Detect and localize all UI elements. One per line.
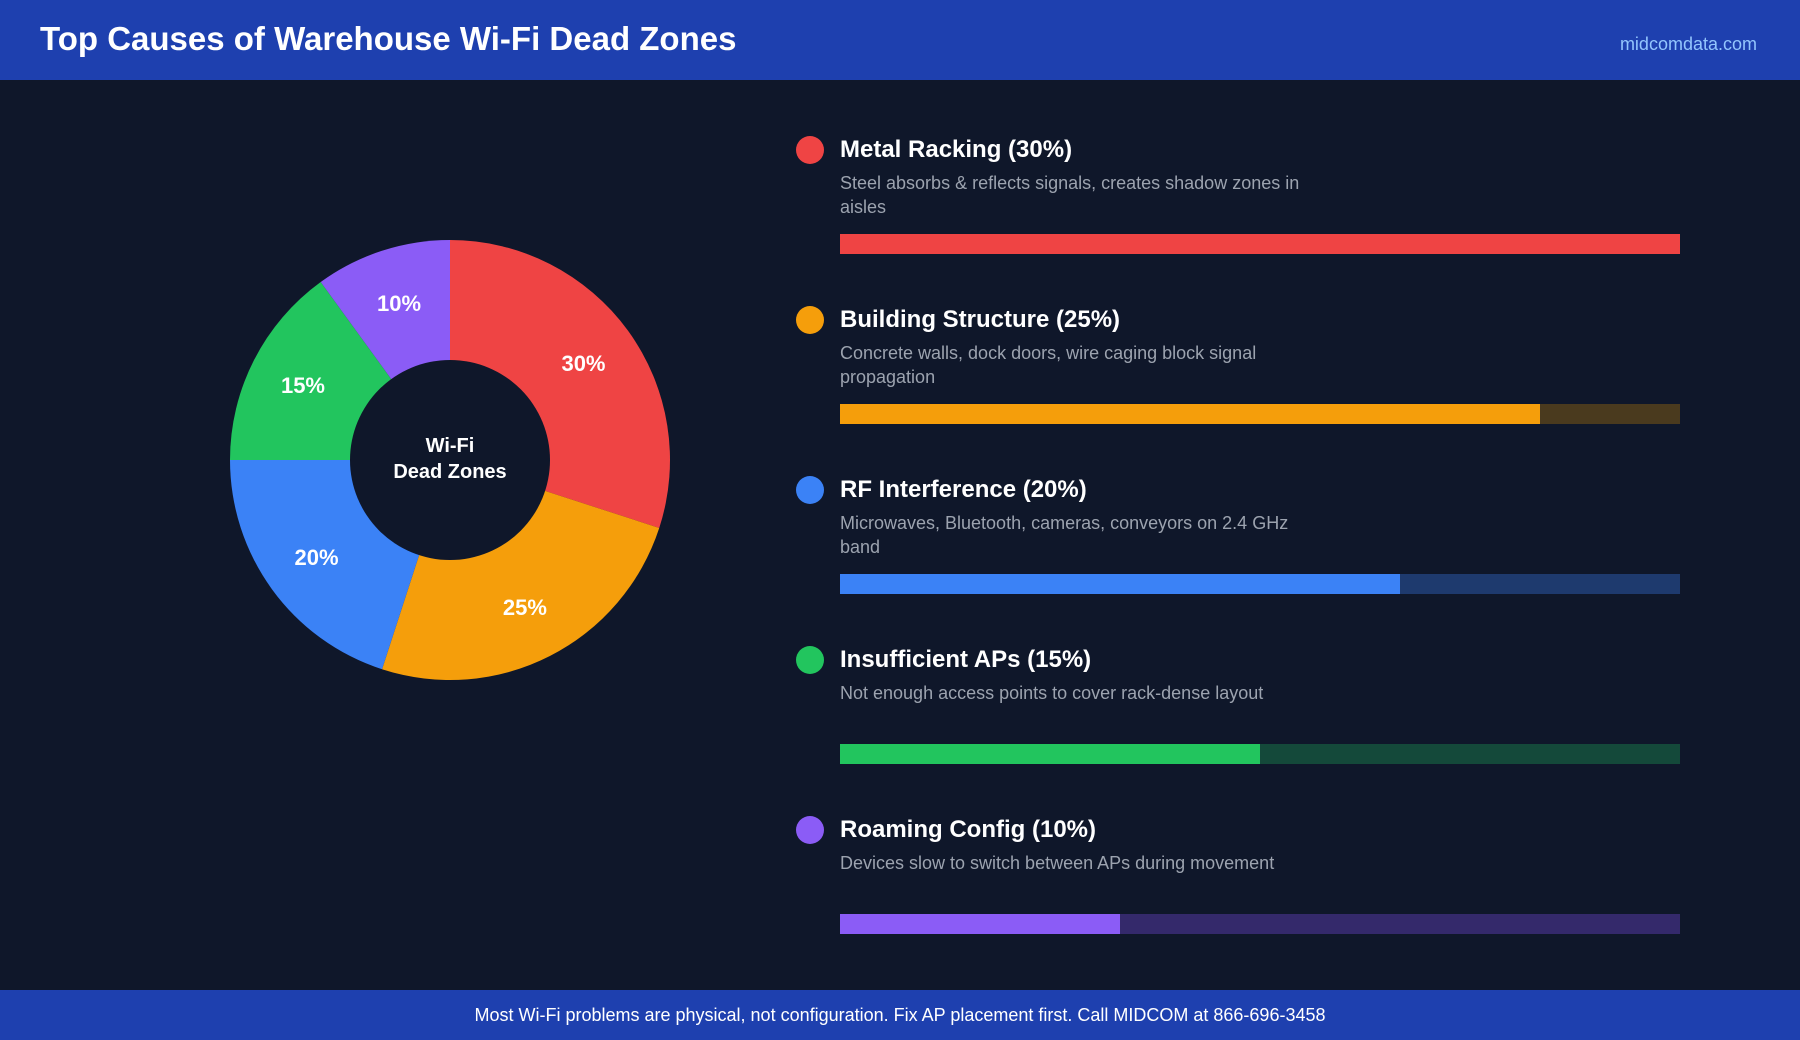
- bar-track: [840, 404, 1680, 424]
- footer-message: Most Wi-Fi problems are physical, not co…: [474, 1005, 1326, 1025]
- slice-label-insufficient-aps: 15%: [281, 373, 325, 398]
- donut-hole: [350, 360, 550, 560]
- bar-track: [840, 234, 1680, 254]
- slice-label-rf-interference: 20%: [294, 545, 338, 570]
- bar-fill-rf-interference: [840, 574, 1401, 594]
- legend-item-roaming-config: Roaming Config (10%) Devices slow to swit…: [0, 816, 1800, 986]
- slice-label-building-structure: 25%: [503, 595, 547, 620]
- bar-track: [840, 574, 1680, 594]
- site-link[interactable]: midcomdata.com: [1619, 34, 1757, 54]
- donut-chart: 30% 25% 20% 15% 10% Wi-Fi Dead Zones: [230, 240, 670, 680]
- bar-track: [840, 914, 1680, 934]
- bar-fill-insufficient-aps: [840, 744, 1260, 764]
- legend-description: Steel absorbs & reflects signals, create…: [840, 173, 1300, 217]
- center-label-line: Dead Zones: [393, 461, 506, 483]
- center-label-line: Wi-Fi: [426, 435, 475, 457]
- slice-label-roaming-config: 10%: [377, 291, 421, 316]
- footer-bar: Most Wi-Fi problems are physical, not co…: [0, 990, 1800, 1040]
- page-title: Top Causes of Warehouse Wi-Fi Dead Zones: [40, 20, 737, 57]
- bar-fill-metal-racking: [840, 234, 1680, 254]
- legend-description: Devices slow to switch between APs durin…: [840, 853, 1275, 873]
- legend-description: Microwaves, Bluetooth, cameras, conveyor…: [840, 513, 1289, 557]
- bar-fill-building-structure: [840, 404, 1540, 424]
- legend-description: Concrete walls, dock doors, wire caging …: [840, 343, 1257, 387]
- bar-track: [840, 744, 1680, 764]
- bar-fill-roaming-config: [840, 914, 1120, 934]
- slice-label-metal-racking: 30%: [561, 351, 605, 376]
- header-bar: Top Causes of Warehouse Wi-Fi Dead Zones…: [0, 0, 1800, 80]
- legend-description: Not enough access points to cover rack-d…: [840, 683, 1264, 703]
